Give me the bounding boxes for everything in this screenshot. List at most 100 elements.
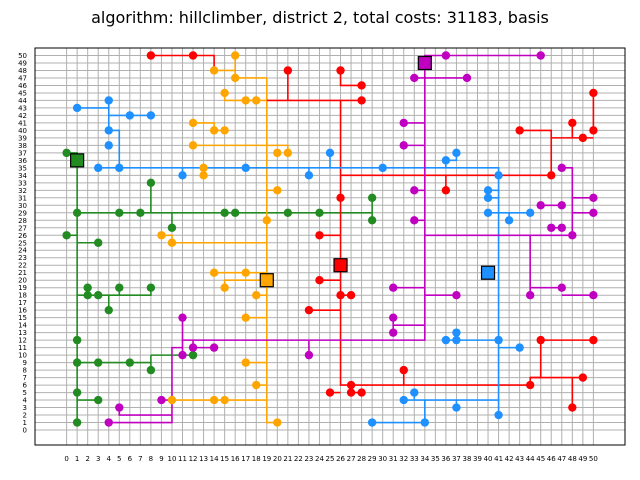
y-tick-label: 4 bbox=[23, 397, 28, 405]
axes-frame bbox=[34, 47, 626, 446]
house-point bbox=[188, 141, 198, 150]
house-point bbox=[115, 403, 124, 412]
house-point bbox=[72, 358, 82, 367]
house-group-magenta bbox=[104, 51, 598, 427]
cable-path bbox=[519, 129, 553, 138]
x-tick-label: 21 bbox=[283, 455, 292, 463]
house-group-orange bbox=[157, 51, 293, 427]
tick-labels: 0 1 2 3 4 5 6 7 8 9 10 11 12 13 14 15 16 17 18 19 20 21 22 23 24… bbox=[18, 52, 598, 463]
cable-path bbox=[150, 54, 215, 71]
house-point bbox=[167, 223, 177, 232]
house-point bbox=[536, 51, 545, 60]
house-point bbox=[72, 103, 82, 113]
house-point bbox=[178, 350, 187, 360]
house-point bbox=[399, 395, 408, 405]
house-point bbox=[304, 305, 314, 315]
house-point bbox=[167, 238, 177, 247]
x-tick-label: 39 bbox=[473, 455, 482, 463]
x-tick-label: 26 bbox=[336, 455, 345, 463]
y-tick-label: 47 bbox=[18, 74, 27, 82]
house-point bbox=[536, 335, 545, 345]
y-tick-label: 9 bbox=[23, 359, 27, 367]
y-tick-label: 43 bbox=[18, 104, 27, 112]
house-point bbox=[178, 313, 187, 322]
house-point bbox=[125, 111, 135, 120]
house-point bbox=[115, 208, 124, 217]
house-point bbox=[557, 201, 566, 210]
house-point bbox=[568, 403, 577, 412]
cable-path bbox=[77, 361, 152, 371]
x-tick-label: 47 bbox=[557, 455, 566, 463]
y-tick-label: 45 bbox=[18, 89, 27, 97]
house-point bbox=[230, 208, 240, 217]
y-tick-label: 18 bbox=[18, 292, 27, 300]
house-point bbox=[346, 388, 356, 397]
house-point bbox=[589, 193, 598, 203]
house-point bbox=[209, 126, 219, 135]
x-tick-label: 35 bbox=[431, 455, 440, 463]
y-tick-label: 40 bbox=[18, 127, 27, 135]
house-point bbox=[188, 350, 198, 360]
y-tick-label: 41 bbox=[18, 119, 27, 127]
cable-path bbox=[339, 70, 362, 87]
house-point bbox=[283, 66, 293, 75]
house-point bbox=[557, 223, 566, 232]
house-point bbox=[441, 51, 451, 60]
house-point bbox=[357, 388, 366, 397]
x-tick-label: 19 bbox=[262, 455, 271, 463]
y-tick-label: 50 bbox=[18, 52, 27, 60]
house-point bbox=[589, 126, 598, 135]
house-point bbox=[104, 126, 113, 135]
x-tick-label: 17 bbox=[241, 455, 250, 463]
house-point bbox=[104, 305, 113, 315]
y-tick-label: 22 bbox=[18, 262, 27, 270]
y-tick-label: 26 bbox=[18, 232, 27, 240]
x-tick-label: 2 bbox=[85, 455, 89, 463]
y-tick-label: 30 bbox=[18, 202, 27, 210]
battery-marker bbox=[259, 273, 274, 288]
house-point bbox=[367, 418, 377, 427]
x-tick-label: 18 bbox=[252, 455, 261, 463]
y-tick-label: 25 bbox=[18, 239, 27, 247]
y-tick-label: 29 bbox=[18, 209, 27, 217]
cable-path bbox=[372, 400, 426, 424]
house-point bbox=[146, 111, 156, 120]
cable-group-magenta bbox=[108, 54, 594, 424]
x-tick-label: 22 bbox=[294, 455, 303, 463]
house-point bbox=[136, 208, 145, 217]
y-tick-label: 48 bbox=[18, 67, 27, 75]
house-point bbox=[515, 126, 524, 135]
house-point bbox=[504, 216, 514, 225]
y-tick-label: 27 bbox=[18, 224, 27, 232]
x-tick-label: 6 bbox=[128, 455, 133, 463]
y-tick-label: 44 bbox=[18, 97, 27, 105]
house-point bbox=[241, 96, 250, 105]
y-tick-label: 15 bbox=[18, 314, 27, 322]
house-point bbox=[304, 350, 314, 360]
x-tick-label: 31 bbox=[389, 455, 398, 463]
y-tick-label: 49 bbox=[18, 59, 27, 67]
grid-lines bbox=[35, 48, 625, 445]
y-tick-label: 28 bbox=[18, 217, 27, 225]
house-point bbox=[304, 171, 314, 180]
y-tick-label: 13 bbox=[18, 329, 27, 337]
house-point bbox=[94, 163, 103, 173]
house-point bbox=[94, 358, 103, 367]
x-tick-label: 41 bbox=[494, 455, 503, 463]
house-point bbox=[241, 163, 250, 173]
house-point bbox=[262, 216, 271, 225]
x-tick-label: 48 bbox=[568, 455, 577, 463]
house-point bbox=[315, 231, 324, 240]
house-point bbox=[399, 365, 408, 375]
x-tick-label: 34 bbox=[420, 455, 429, 463]
y-tick-label: 16 bbox=[18, 307, 27, 315]
y-tick-label: 17 bbox=[18, 299, 27, 307]
house-point bbox=[220, 126, 229, 135]
house-point bbox=[325, 388, 335, 397]
y-tick-label: 3 bbox=[23, 404, 27, 412]
house-point bbox=[83, 283, 92, 292]
house-point bbox=[72, 388, 82, 397]
house-point bbox=[441, 186, 451, 195]
house-group-red bbox=[146, 51, 598, 412]
